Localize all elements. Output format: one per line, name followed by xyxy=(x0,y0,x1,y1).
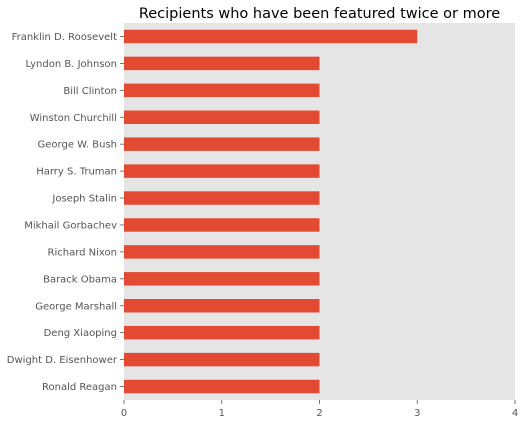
chart-title: Recipients who have been featured twice … xyxy=(139,6,500,22)
y-tick-label: Lyndon B. Johnson xyxy=(25,59,117,70)
y-tick-label: Winston Churchill xyxy=(30,113,117,124)
y-tick-label: George W. Bush xyxy=(38,140,117,151)
bar-bill-clinton xyxy=(124,83,320,98)
x-tick-label: 2 xyxy=(316,408,322,419)
bar-winston-churchill xyxy=(124,110,320,124)
y-tick-label: Dwight D. Eisenhower xyxy=(7,355,118,366)
bar-george-marshall xyxy=(124,299,320,313)
y-tick-label: Bill Clinton xyxy=(63,86,117,97)
bar-deng-xiaoping xyxy=(124,325,320,340)
bar-dwight-d-eisenhower xyxy=(124,352,320,367)
x-tick-label: 1 xyxy=(219,408,225,419)
y-tick-label: Barack Obama xyxy=(43,274,117,285)
x-axis-tick-labels: 0 1 2 3 4 xyxy=(121,400,518,419)
bar-harry-s-truman xyxy=(124,164,320,178)
bar-lyndon-b-johnson xyxy=(124,56,320,71)
x-tick-label: 0 xyxy=(121,408,127,419)
y-tick-label: Deng Xiaoping xyxy=(44,328,117,339)
bar-barack-obama xyxy=(124,272,320,286)
bar-george-w-bush xyxy=(124,137,320,151)
bar-joseph-stalin xyxy=(124,191,320,205)
y-tick-label: Richard Nixon xyxy=(48,247,117,258)
bar-ronald-reagan xyxy=(124,379,320,394)
y-tick-label: Ronald Reagan xyxy=(42,382,117,393)
y-tick-label: George Marshall xyxy=(35,301,117,312)
plot-area xyxy=(124,23,515,400)
bar-mikhail-gorbachev xyxy=(124,218,320,232)
y-tick-label: Joseph Stalin xyxy=(51,194,117,205)
x-tick-label: 3 xyxy=(414,408,420,419)
y-tick-label: Harry S. Truman xyxy=(36,167,117,178)
x-tick-label: 4 xyxy=(512,408,518,419)
bar-franklin-d-roosevelt xyxy=(124,29,418,44)
y-axis-tick-labels: Franklin D. Roosevelt Lyndon B. Johnson Bi… xyxy=(7,32,124,393)
y-tick-label: Franklin D. Roosevelt xyxy=(12,32,117,43)
bars-group xyxy=(124,29,418,394)
bar-richard-nixon xyxy=(124,245,320,259)
y-tick-label: Mikhail Gorbachev xyxy=(24,220,117,231)
